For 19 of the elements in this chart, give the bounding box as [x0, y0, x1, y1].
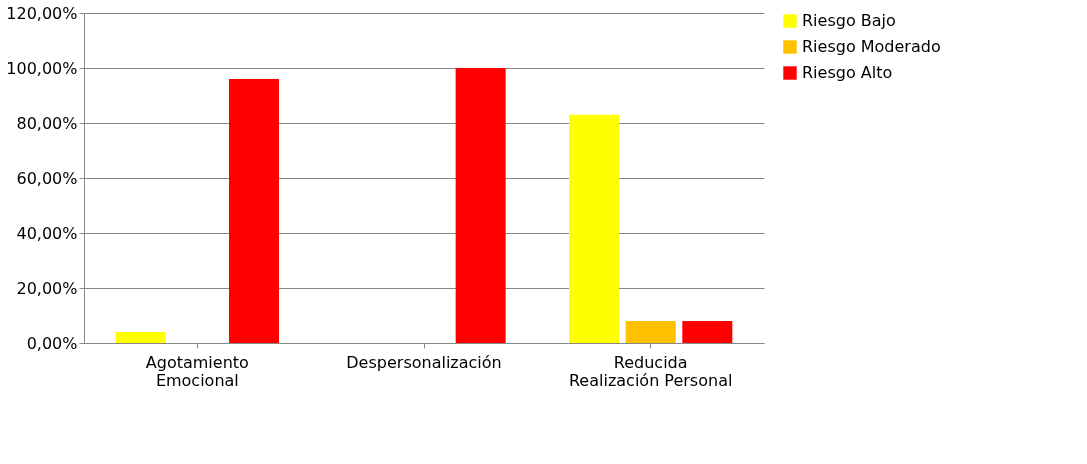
y-tick-label: 80,00% [16, 113, 78, 133]
x-tick-label: Agotamiento Emocional [145, 352, 249, 390]
legend-label: Riesgo Moderado [802, 37, 941, 56]
bar [115, 332, 166, 343]
y-tick-label: 100,00% [6, 58, 78, 78]
y-tick-label: 0,00% [26, 333, 78, 353]
bar [625, 321, 676, 343]
legend-label: Riesgo Alto [802, 63, 893, 82]
y-tick-label: 40,00% [16, 223, 78, 243]
bar [569, 114, 619, 343]
y-tick-label: 60,00% [16, 168, 78, 188]
bar [229, 79, 279, 343]
x-tick-label: Reducida Realización Personal [568, 352, 733, 390]
bar [455, 68, 506, 343]
y-tick-label: 120,00% [6, 3, 78, 23]
bar [682, 321, 733, 343]
x-tick-label: Despersonalización [346, 352, 502, 372]
legend-label: Riesgo Bajo [802, 11, 896, 30]
y-tick-label: 20,00% [16, 278, 78, 298]
